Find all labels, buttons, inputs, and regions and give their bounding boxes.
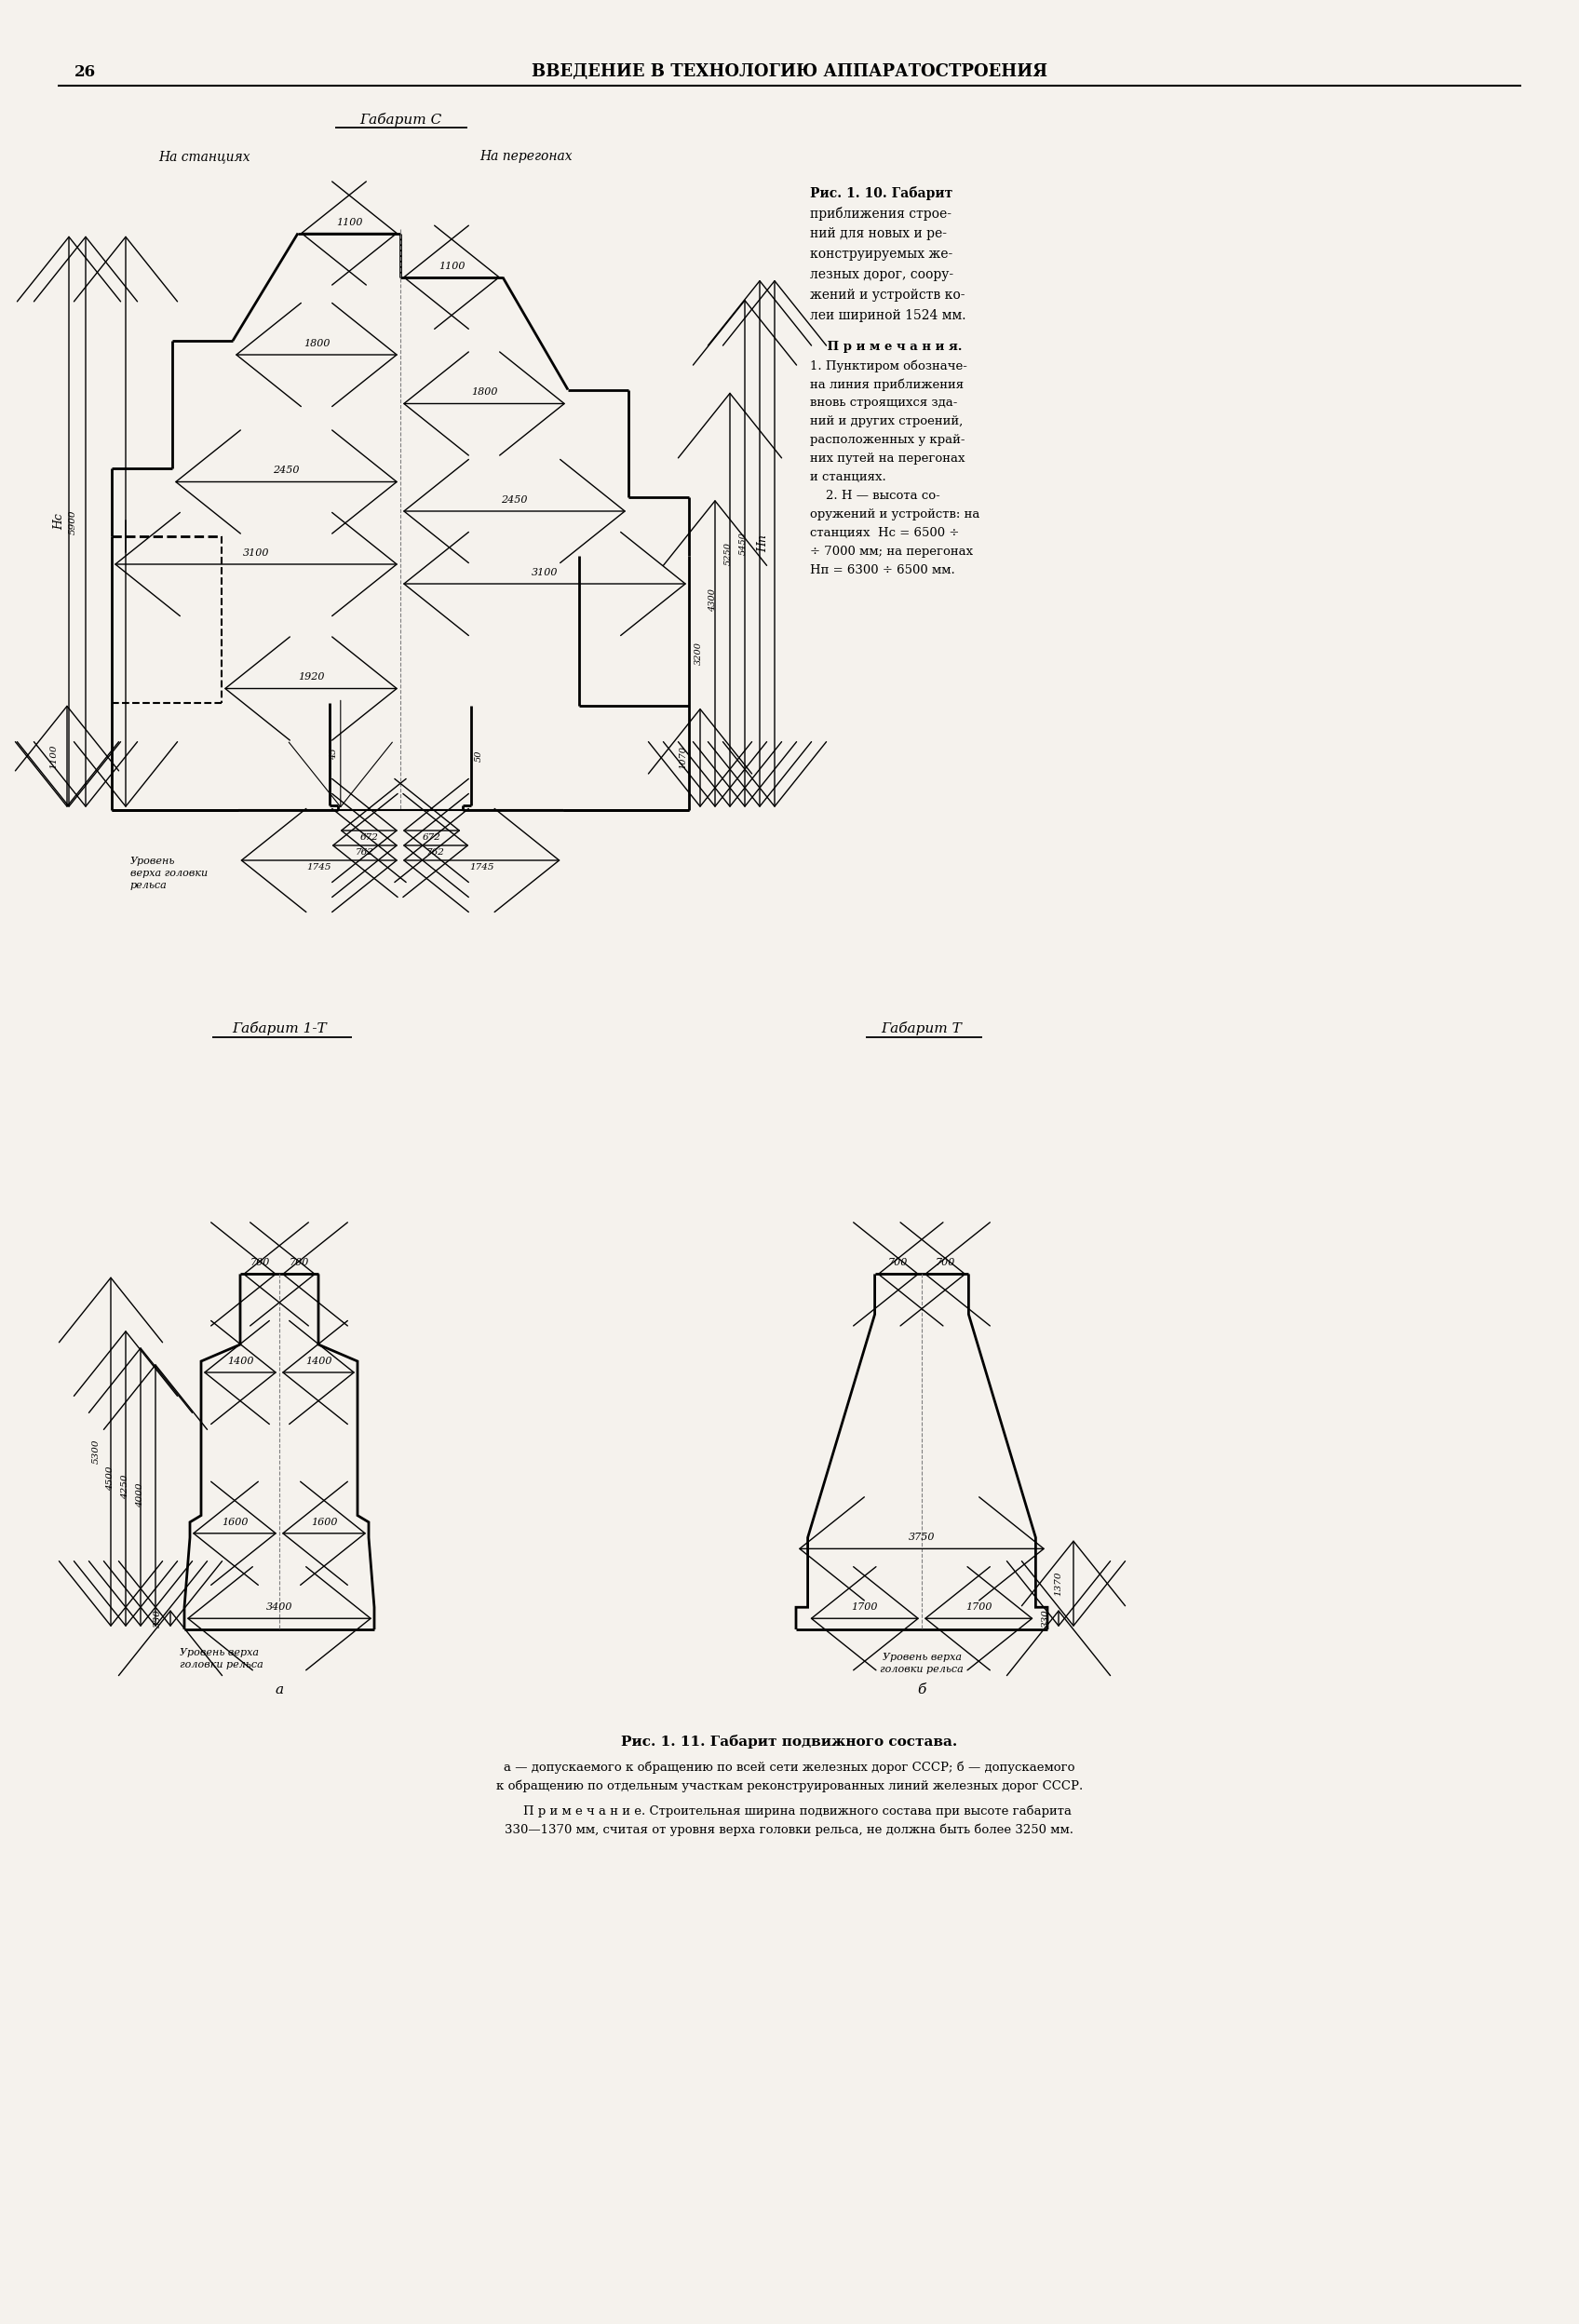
Text: 1370: 1370 xyxy=(1055,1571,1063,1597)
Text: 1700: 1700 xyxy=(965,1604,992,1613)
Text: 2450: 2450 xyxy=(273,467,300,476)
Text: 1100: 1100 xyxy=(336,218,363,228)
Text: оружений и устройств: на: оружений и устройств: на xyxy=(810,509,981,521)
Text: 50: 50 xyxy=(475,751,483,762)
Text: на линия приближения: на линия приближения xyxy=(810,379,963,390)
Text: приближения строе-: приближения строе- xyxy=(810,207,952,221)
Text: ÷ 7000 мм; на перегонах: ÷ 7000 мм; на перегонах xyxy=(810,546,973,558)
Text: Габарит 1-Т: Габарит 1-Т xyxy=(232,1023,327,1037)
Text: 1400: 1400 xyxy=(227,1357,254,1367)
Text: 4500: 4500 xyxy=(107,1466,115,1492)
Text: б: б xyxy=(917,1683,925,1697)
Text: 3100: 3100 xyxy=(532,567,557,576)
Text: 1070: 1070 xyxy=(679,746,687,769)
Text: 762: 762 xyxy=(426,848,445,858)
Text: Нп: Нп xyxy=(758,535,769,553)
Text: 1. Пунктиром обозначе-: 1. Пунктиром обозначе- xyxy=(810,360,968,372)
Text: 700: 700 xyxy=(249,1257,270,1267)
Text: рельса: рельса xyxy=(131,881,167,890)
Text: Габарит С: Габарит С xyxy=(360,112,442,125)
Text: 330: 330 xyxy=(153,1608,161,1627)
Text: Рис. 1. 10. Габарит: Рис. 1. 10. Габарит xyxy=(810,186,952,200)
Text: 4000: 4000 xyxy=(136,1483,145,1508)
Text: 1745: 1745 xyxy=(306,865,332,872)
Text: конструируемых же-: конструируемых же- xyxy=(810,249,952,260)
Text: 5300: 5300 xyxy=(92,1439,99,1464)
Text: а: а xyxy=(275,1683,284,1697)
Text: расположенных у край-: расположенных у край- xyxy=(810,435,965,446)
Text: ний для новых и ре-: ний для новых и ре- xyxy=(810,228,947,239)
Text: 672: 672 xyxy=(422,834,441,841)
Text: 330: 330 xyxy=(1041,1608,1050,1627)
Text: 1920: 1920 xyxy=(298,672,324,681)
Text: 672: 672 xyxy=(360,834,379,841)
Text: станциях  Нс = 6500 ÷: станциях Нс = 6500 ÷ xyxy=(810,528,960,539)
Text: Уровень верха: Уровень верха xyxy=(883,1652,962,1662)
Text: 45: 45 xyxy=(330,748,338,760)
Text: 4250: 4250 xyxy=(122,1476,129,1499)
Text: 700: 700 xyxy=(289,1257,309,1267)
Text: 1400: 1400 xyxy=(305,1357,332,1367)
Text: 2. Н — высота со-: 2. Н — высота со- xyxy=(810,490,940,502)
Text: Уровень: Уровень xyxy=(131,858,175,867)
Text: а — допускаемого к обращению по всей сети железных дорог СССР; б — допускаемого: а — допускаемого к обращению по всей сет… xyxy=(504,1762,1075,1773)
Text: 700: 700 xyxy=(889,1257,908,1267)
Text: 700: 700 xyxy=(935,1257,955,1267)
Text: 1800: 1800 xyxy=(303,339,330,349)
Text: верха головки: верха головки xyxy=(131,869,208,878)
Text: На станциях: На станциях xyxy=(159,151,251,163)
Text: 762: 762 xyxy=(355,848,374,858)
Text: к обращению по отдельным участкам реконструированных линий железных дорог СССР.: к обращению по отдельным участкам реконс… xyxy=(496,1780,1083,1792)
Text: 26: 26 xyxy=(74,63,96,79)
Text: 1100: 1100 xyxy=(439,260,464,270)
Text: Уровень верха: Уровень верха xyxy=(180,1648,259,1657)
Text: вновь строящихся зда-: вновь строящихся зда- xyxy=(810,397,957,409)
Text: 2450: 2450 xyxy=(501,495,527,504)
Text: 330—1370 мм, считая от уровня верха головки рельса, не должна быть более 3250 мм: 330—1370 мм, считая от уровня верха голо… xyxy=(505,1824,1074,1836)
Text: 1600: 1600 xyxy=(221,1518,248,1527)
Text: 1800: 1800 xyxy=(471,388,497,397)
Text: 1700: 1700 xyxy=(851,1604,878,1613)
Text: и станциях.: и станциях. xyxy=(810,472,886,483)
Text: 3400: 3400 xyxy=(265,1604,292,1613)
Text: лезных дорог, соору-: лезных дорог, соору- xyxy=(810,267,954,281)
Text: 1100: 1100 xyxy=(51,744,58,769)
Text: головки рельса: головки рельса xyxy=(180,1659,264,1669)
Text: 1745: 1745 xyxy=(469,865,494,872)
Text: П р и м е ч а н и я.: П р и м е ч а н и я. xyxy=(810,342,962,353)
Text: них путей на перегонах: них путей на перегонах xyxy=(810,453,965,465)
Text: Габарит Т: Габарит Т xyxy=(881,1023,962,1037)
Text: 5250: 5250 xyxy=(723,541,733,565)
Text: ВВЕДЕНИЕ В ТЕХНОЛОГИЮ АППАРАТОСТРОЕНИЯ: ВВЕДЕНИЕ В ТЕХНОЛОГИЮ АППАРАТОСТРОЕНИЯ xyxy=(532,63,1047,79)
Text: Нс: Нс xyxy=(54,514,66,530)
Text: ний и других строений,: ний и других строений, xyxy=(810,416,963,428)
Text: 5900: 5900 xyxy=(68,509,77,535)
Text: Нп = 6300 ÷ 6500 мм.: Нп = 6300 ÷ 6500 мм. xyxy=(810,565,955,576)
Text: жений и устройств ко-: жений и устройств ко- xyxy=(810,288,965,302)
Text: 5450: 5450 xyxy=(739,532,747,555)
Text: П р и м е ч а н и е. Строительная ширина подвижного состава при высоте габарита: П р и м е ч а н и е. Строительная ширина… xyxy=(507,1806,1072,1817)
Text: леи шириной 1524 мм.: леи шириной 1524 мм. xyxy=(810,309,966,323)
Text: Рис. 1. 11. Габарит подвижного состава.: Рис. 1. 11. Габарит подвижного состава. xyxy=(621,1734,958,1748)
Text: 3100: 3100 xyxy=(243,548,270,558)
Text: 3750: 3750 xyxy=(908,1534,935,1543)
Text: На перегонах: На перегонах xyxy=(480,151,573,163)
Text: 3200: 3200 xyxy=(695,641,703,665)
Text: головки рельса: головки рельса xyxy=(880,1664,963,1673)
Text: 1600: 1600 xyxy=(311,1518,338,1527)
Text: 4300: 4300 xyxy=(709,588,717,611)
